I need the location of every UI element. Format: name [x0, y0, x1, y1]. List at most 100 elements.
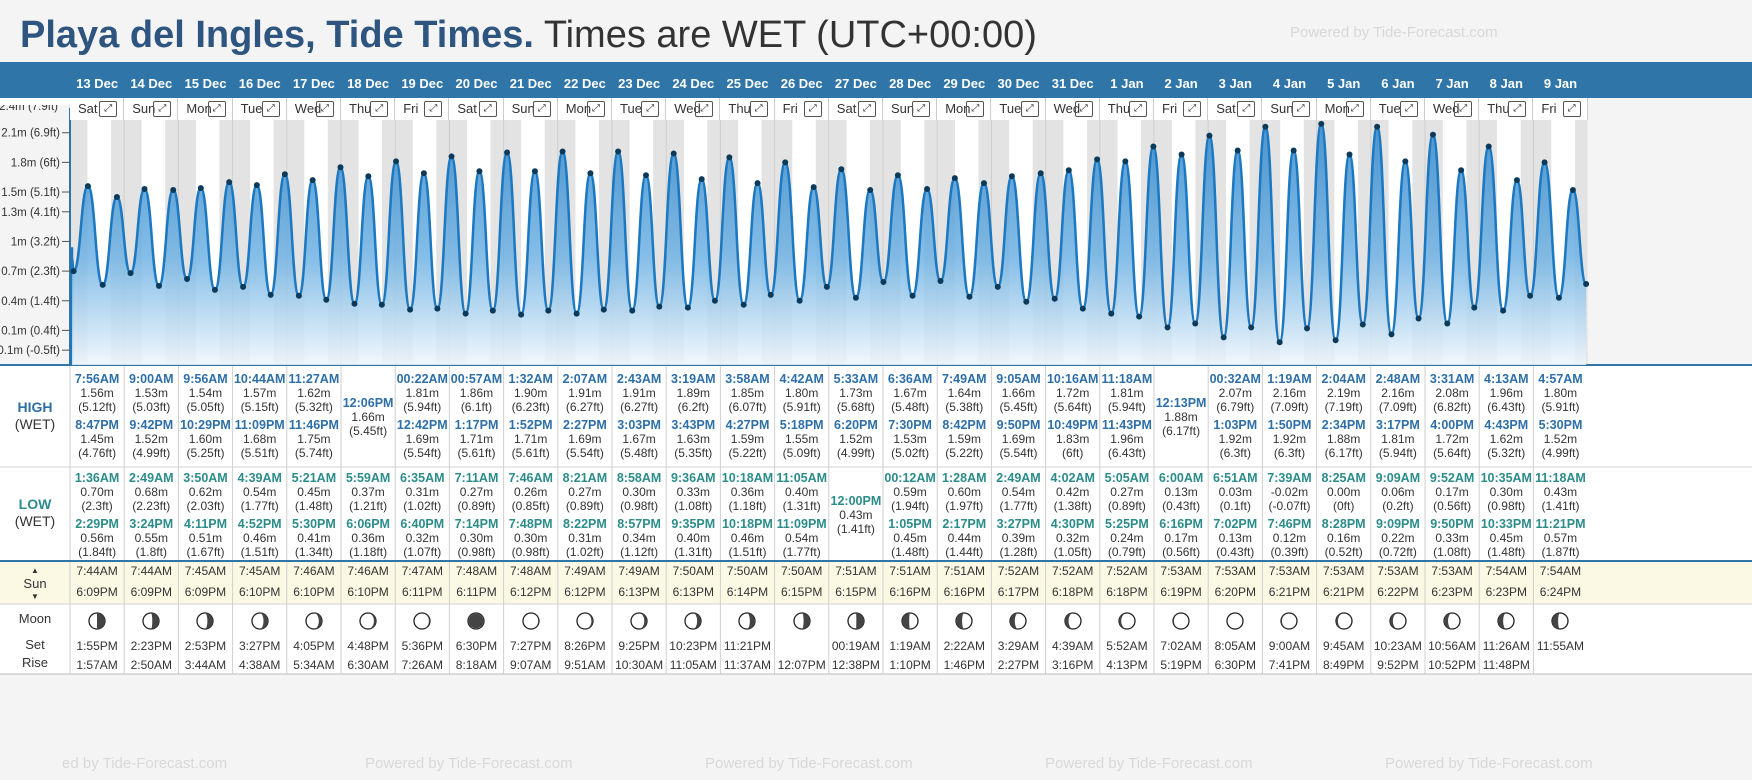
- expand-day-icon[interactable]: ⤢: [912, 101, 931, 117]
- day-header: Fri ⤢: [1533, 98, 1588, 120]
- expand-day-icon[interactable]: ⤢: [532, 101, 551, 117]
- date-header: 4 Jan: [1272, 76, 1307, 91]
- day-of-week: Sun: [1270, 101, 1294, 116]
- high-tide-height: 1.66m: [351, 410, 385, 424]
- expand-day-icon[interactable]: ⤢: [1291, 101, 1310, 117]
- expand-day-icon[interactable]: ⤢: [1562, 101, 1581, 117]
- low-tide-time: 10:35AM: [1480, 471, 1532, 485]
- date-header: 14 Dec: [130, 76, 173, 91]
- expand-day-icon[interactable]: ⤢: [586, 101, 605, 117]
- high-tide-cell: 1:19AM 2.16m (7.09ft) 1:50PM 1.92m (6.3ft): [1262, 372, 1316, 460]
- expand-day-icon[interactable]: ⤢: [99, 101, 118, 117]
- low-tide-point: [656, 303, 663, 310]
- y-axis-label: 0.7m (2.3ft): [1, 266, 60, 278]
- expand-day-icon[interactable]: ⤢: [261, 101, 280, 117]
- sun-times-cell: 7:46AM 6:10PM: [287, 561, 341, 603]
- expand-day-icon[interactable]: ⤢: [695, 101, 714, 117]
- high-tide-height: 1.56m: [80, 386, 114, 400]
- high-tide-height: 1.53m: [893, 432, 927, 446]
- low-tide-time: 8:22PM: [563, 517, 607, 531]
- sun-times-cell: 7:52AM 6:18PM: [1100, 561, 1154, 603]
- expand-day-icon[interactable]: ⤢: [1074, 101, 1093, 117]
- sun-times-cell: 7:44AM 6:09PM: [70, 561, 124, 603]
- high-tide-height: 1.62m: [1489, 432, 1523, 446]
- y-axis-label: 2.1m (6.9ft): [1, 128, 60, 140]
- low-tide-time: 2:17PM: [942, 517, 987, 531]
- high-tide-height: 1.72m: [1056, 386, 1090, 400]
- expand-day-icon[interactable]: ⤢: [1454, 101, 1473, 117]
- expand-day-icon[interactable]: ⤢: [370, 101, 389, 117]
- moonset-time: 4:05PM: [293, 639, 335, 653]
- high-tide-height: 1.59m: [947, 432, 981, 446]
- low-tide-height: 0.31m: [568, 531, 602, 545]
- moonrise-time: 10:30AM: [615, 658, 664, 672]
- day-of-week: Sat: [78, 101, 98, 116]
- moonrise-time: 7:26AM: [401, 658, 443, 672]
- expand-day-icon[interactable]: ⤢: [803, 101, 822, 117]
- expand-day-icon[interactable]: ⤢: [478, 101, 497, 117]
- expand-day-icon[interactable]: ⤢: [1128, 101, 1147, 117]
- high-tide-point: [782, 159, 789, 166]
- moon-shadow: [1444, 613, 1453, 629]
- high-tide-height: 1.92m: [1272, 432, 1307, 446]
- sun-times-cell: 7:49AM 6:13PM: [612, 561, 666, 603]
- low-tide-height: 0.41m: [297, 531, 331, 545]
- sunrise-time: 7:48AM: [510, 564, 552, 578]
- sun-times-cell: 7:54AM 6:24PM: [1533, 561, 1587, 603]
- expand-day-icon[interactable]: ⤢: [966, 101, 985, 117]
- date-header: 27 Dec: [834, 76, 877, 91]
- low-tide-height-ft: (0.56ft): [1162, 545, 1201, 559]
- date-header: 6 Jan: [1381, 76, 1415, 91]
- expand-day-icon[interactable]: ⤢: [315, 101, 334, 117]
- expand-day-icon[interactable]: ⤢: [1237, 101, 1256, 117]
- high-tide-height-ft: (5.12ft): [78, 400, 117, 414]
- low-tide-height: 0.57m: [1543, 531, 1578, 545]
- moonset-time: 00:19AM: [831, 639, 880, 653]
- low-tide-time: 00:12AM: [884, 471, 936, 485]
- low-tide-height-ft: (1.18ft): [349, 545, 388, 559]
- expand-day-icon[interactable]: ⤢: [1345, 101, 1364, 117]
- low-tide-time: 6:00AM: [1158, 471, 1204, 485]
- tide-area: [72, 123, 1587, 365]
- expand-day-icon[interactable]: ⤢: [1020, 101, 1039, 117]
- expand-day-icon[interactable]: ⤢: [424, 101, 443, 117]
- moonset-time: 5:36PM: [401, 639, 443, 653]
- low-tide-cell: 1:36AM 0.70m (2.3ft) 2:29PM 0.56m (1.84ft): [70, 471, 124, 559]
- high-tide-height-ft: (5.94ft): [1378, 446, 1417, 460]
- expand-day-icon[interactable]: ⤢: [857, 101, 876, 117]
- low-tide-height-ft: (0.98ft): [511, 545, 550, 559]
- low-tide-time: 5:59AM: [345, 471, 391, 485]
- high-tide-cell: 4:57AM 1.80m (5.91ft) 5:30PM 1.52m (4.99ft): [1533, 372, 1587, 460]
- high-tide-cell: 10:16AM 1.72m (5.64ft) 10:49PM 1.83m (6ft): [1046, 372, 1100, 460]
- expand-day-icon[interactable]: ⤢: [1399, 101, 1418, 117]
- expand-day-icon[interactable]: ⤢: [207, 101, 226, 117]
- high-tide-height: 1.52m: [134, 432, 168, 446]
- sunrise-time: 7:53AM: [1214, 564, 1256, 578]
- moon-row-bg: [0, 604, 1752, 674]
- moon-phase-icon: [467, 612, 486, 630]
- moonset-time: 11:55AM: [1536, 639, 1585, 653]
- low-tide-cell: 7:39AM -0.02m (-0.07ft) 7:46PM 0.12m (0.39ft): [1262, 471, 1316, 559]
- high-tide-height-ft: (5.35ft): [674, 446, 713, 460]
- expand-day-icon[interactable]: ⤢: [153, 101, 172, 117]
- high-tide-point: [1318, 120, 1325, 127]
- expand-day-icon[interactable]: ⤢: [1183, 101, 1202, 117]
- low-tide-height: 0.13m: [1164, 485, 1198, 499]
- expand-day-icon[interactable]: ⤢: [1508, 101, 1527, 117]
- moonrise-time: 12:07PM: [777, 658, 826, 672]
- expand-day-icon[interactable]: ⤢: [749, 101, 768, 117]
- moonset-time: 6:30PM: [455, 639, 498, 653]
- day-of-week: Fri: [782, 101, 798, 116]
- moon-row-label: Moon: [18, 611, 52, 626]
- expand-day-icon[interactable]: ⤢: [641, 101, 660, 117]
- sunrise-time: 7:53AM: [1377, 564, 1419, 578]
- low-tide-time: 7:11AM: [454, 471, 499, 485]
- high-tide-time: 1:03PM: [1213, 418, 1258, 432]
- high-tide-cell: 4:13AM 1.96m (6.43ft) 4:43PM 1.62m (5.32ft): [1479, 372, 1533, 460]
- sun-times-cell: 7:50AM 6:14PM: [720, 561, 774, 603]
- sunset-time: 6:10PM: [239, 585, 281, 599]
- moonrise-time: 3:16PM: [1052, 658, 1094, 672]
- high-tide-point: [1458, 167, 1465, 174]
- moon-cell: 10:56AM 10:52PM: [1425, 604, 1479, 672]
- date-header: 25 Dec: [726, 76, 769, 91]
